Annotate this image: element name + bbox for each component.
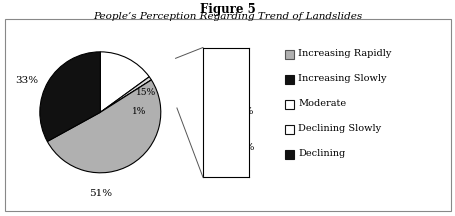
- Bar: [284, 125, 293, 134]
- Text: Moderate: Moderate: [298, 99, 345, 108]
- Text: Increasing Slowly: Increasing Slowly: [298, 74, 386, 83]
- Text: 51%: 51%: [89, 189, 111, 199]
- Text: Declining: Declining: [298, 149, 344, 158]
- Wedge shape: [40, 52, 100, 141]
- Wedge shape: [100, 77, 151, 112]
- Text: 0%: 0%: [238, 143, 254, 152]
- Text: Figure 5: Figure 5: [200, 3, 255, 16]
- Text: 1%: 1%: [238, 106, 254, 116]
- Wedge shape: [47, 80, 161, 173]
- Text: 33%: 33%: [15, 76, 38, 85]
- Text: Declining Slowly: Declining Slowly: [298, 124, 380, 133]
- Bar: [284, 100, 293, 109]
- Text: 15%: 15%: [135, 89, 156, 97]
- Bar: [284, 50, 293, 59]
- Bar: [284, 75, 293, 84]
- Bar: [5, 19, 450, 211]
- Wedge shape: [100, 80, 151, 112]
- Bar: [284, 150, 293, 159]
- Text: People’s Perception Regarding Trend of Landslides: People’s Perception Regarding Trend of L…: [93, 12, 362, 21]
- Text: 1%: 1%: [132, 107, 147, 116]
- Text: Increasing Rapidly: Increasing Rapidly: [298, 49, 390, 58]
- Wedge shape: [100, 52, 149, 112]
